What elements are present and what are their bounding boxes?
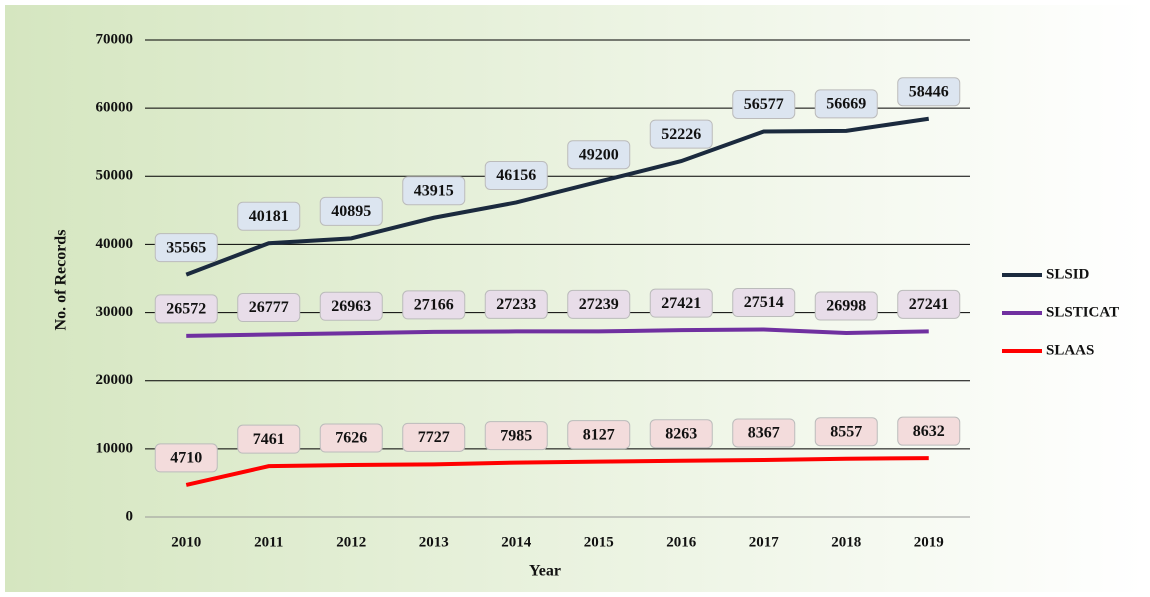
x-tick-label: 2012 [336,534,366,550]
data-label: 40895 [331,203,371,220]
data-label: 58446 [909,83,949,100]
legend-label: SLSID [1046,266,1090,282]
x-tick-label: 2015 [584,534,614,550]
data-label-box [319,423,383,453]
data-label: 8367 [748,425,780,442]
data-label-box [402,176,466,206]
data-label-box [649,288,713,318]
data-label-box [649,119,713,149]
data-label: 35565 [166,239,206,256]
data-label-box [237,424,301,454]
data-label: 7626 [335,430,367,447]
x-tick-label: 2014 [501,534,532,550]
data-label-box [484,160,548,190]
data-label-box [319,196,383,226]
data-label-box [897,416,961,446]
data-label: 27514 [744,294,784,311]
y-axis-label: No. of Records [53,230,70,331]
data-label-box [567,140,631,170]
data-label-box [484,289,548,319]
data-label: 43915 [414,182,454,199]
data-label: 56669 [826,96,866,113]
data-label: 7985 [500,427,532,444]
data-label: 56577 [744,96,784,113]
data-label-box [897,289,961,319]
data-label: 26777 [249,299,289,316]
x-tick-label: 2011 [254,534,283,550]
data-label-box [154,443,218,473]
y-tick-label: 40000 [96,236,134,252]
data-label: 7727 [418,429,450,446]
data-label-box [567,289,631,319]
y-tick-label: 10000 [96,440,134,456]
data-label: 27241 [909,296,949,313]
legend-label: SLAAS [1046,342,1094,358]
data-label: 8557 [830,423,862,440]
y-tick-label: 60000 [96,100,134,116]
y-tick-label: 0 [126,508,134,524]
legend-label: SLSTICAT [1046,304,1119,320]
data-label: 4710 [170,450,202,467]
data-label: 49200 [579,146,619,163]
x-axis-label: Year [529,563,561,580]
data-label-box [814,417,878,447]
x-tick-label: 2016 [666,534,697,550]
data-label-box [732,288,796,318]
data-label-box [649,419,713,449]
x-tick-label: 2019 [914,534,944,550]
data-label: 52226 [661,126,701,143]
data-label: 27239 [579,296,619,313]
data-label-box [154,233,218,263]
data-label: 26963 [331,298,371,315]
data-label: 8263 [665,425,697,442]
data-label: 8127 [583,426,615,443]
data-label-box [814,291,878,321]
data-label-box [237,201,301,231]
x-tick-label: 2013 [419,534,449,550]
line [185,456,929,487]
data-label-box [732,89,796,119]
x-tick-label: 2010 [171,534,201,550]
data-label-box [814,89,878,119]
data-label: 46156 [496,167,536,184]
y-tick-label: 50000 [96,168,134,184]
data-label-box [402,290,466,320]
data-label-box [402,422,466,452]
data-label: 27233 [496,296,536,313]
data-label: 27421 [661,295,701,312]
line [185,116,930,277]
data-label: 26572 [166,301,206,318]
data-label-box [897,77,961,107]
y-tick-label: 20000 [96,372,134,388]
data-label: 8632 [913,423,945,440]
data-label-box [732,418,796,448]
data-label: 26998 [826,298,866,315]
y-tick-label: 30000 [96,304,134,320]
data-label: 27166 [414,297,454,314]
x-tick-label: 2018 [831,534,861,550]
data-label: 7461 [253,431,285,448]
data-label-box [567,420,631,450]
data-label-box [237,293,301,323]
data-label-box [319,291,383,321]
data-label-box [484,421,548,451]
line [186,327,929,338]
x-tick-label: 2017 [749,534,780,550]
data-label: 40181 [249,208,289,225]
data-label-box [154,294,218,324]
y-tick-label: 70000 [96,31,134,47]
